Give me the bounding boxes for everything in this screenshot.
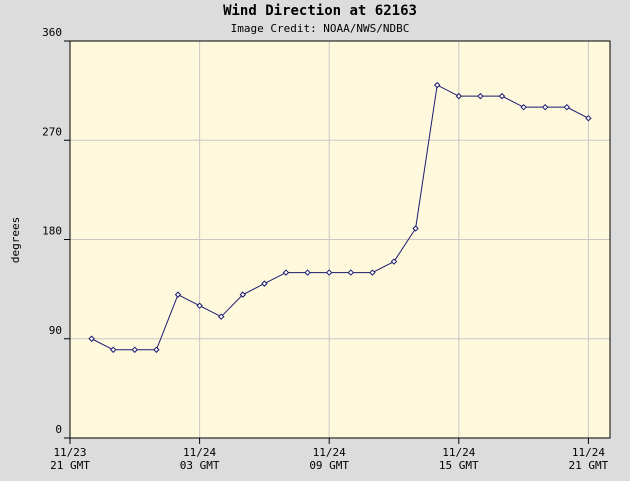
data-point xyxy=(455,92,463,100)
chart-title: Wind Direction at 62163 xyxy=(223,3,417,19)
data-point xyxy=(109,346,117,353)
y-tick-label: 0 xyxy=(55,423,62,436)
data-point xyxy=(433,81,441,89)
data-point xyxy=(131,346,139,353)
data-line xyxy=(91,84,589,351)
x-tick-label: 11/24 21 GMT xyxy=(568,446,609,472)
data-point xyxy=(390,258,398,265)
data-point xyxy=(217,313,225,320)
data-point xyxy=(541,103,549,111)
data-point xyxy=(585,114,592,122)
data-point xyxy=(282,269,290,276)
data-point xyxy=(153,346,160,353)
y-tick-label: 90 xyxy=(49,324,62,337)
x-tick-label: 11/24 15 GMT xyxy=(438,446,479,472)
data-point xyxy=(325,269,333,276)
data-point xyxy=(88,335,95,342)
data-point xyxy=(520,103,527,111)
data-point xyxy=(347,269,355,276)
data-point xyxy=(498,92,506,100)
data-point xyxy=(239,291,247,298)
plot-border xyxy=(69,40,611,439)
x-tick-label: 11/23 21 GMT xyxy=(50,446,90,472)
chart-subtitle: Image Credit: NOAA/NWS/NDBC xyxy=(231,22,410,35)
data-point xyxy=(261,280,268,287)
data-point xyxy=(563,103,571,111)
data-point xyxy=(412,225,419,232)
data-point xyxy=(196,302,203,309)
y-tick-label: 360 xyxy=(42,26,62,39)
data-point xyxy=(477,92,484,100)
data-point xyxy=(304,269,311,276)
y-axis-label: degrees xyxy=(9,217,22,263)
x-tick-label: 11/24 03 GMT xyxy=(179,446,220,472)
y-tick-label: 180 xyxy=(42,225,62,238)
data-point xyxy=(369,269,376,276)
y-tick-label: 270 xyxy=(42,125,62,138)
data-point xyxy=(174,291,182,298)
x-tick-label: 11/24 09 GMT xyxy=(309,446,350,472)
